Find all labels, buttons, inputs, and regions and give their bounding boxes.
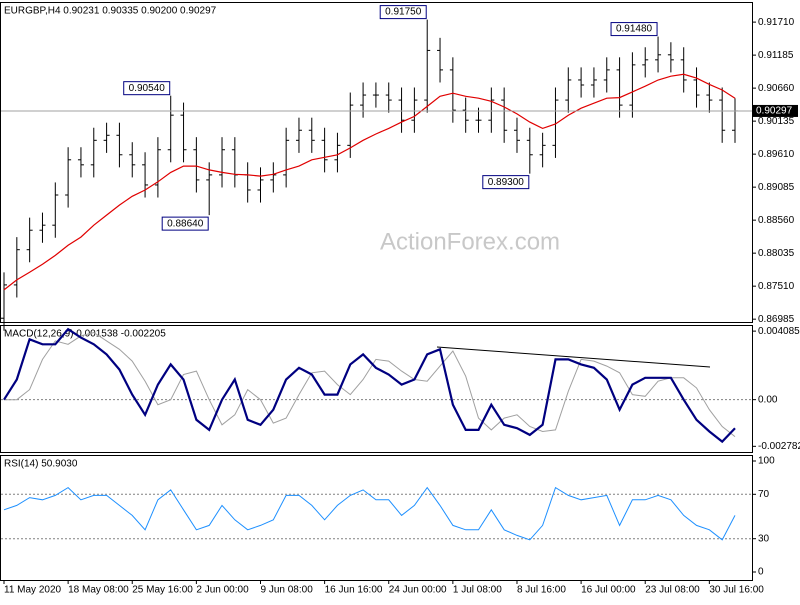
- x-tick-label: 8 Jul 16:00: [517, 585, 566, 596]
- panel-header: MACD(12,26,9) 0.001538 -0.002205: [4, 329, 166, 340]
- y-tick-label: 100: [758, 456, 775, 467]
- x-tick-label: 25 May 16:00: [132, 585, 193, 596]
- y-tick-label: 0: [758, 567, 764, 578]
- y-tick-label: 30: [758, 533, 770, 544]
- indicator-line: [3, 486, 736, 541]
- y-tick-label: 0.91710: [758, 17, 795, 28]
- y-tick-label: 0.88560: [758, 215, 795, 226]
- x-tick-label: 16 Jul 00:00: [581, 585, 636, 596]
- x-tick-label: 30 Jul 16:00: [709, 585, 764, 596]
- annotation-box: [379, 5, 427, 20]
- y-tick-label: 0.00: [758, 394, 778, 405]
- y-tick-label: 0.87510: [758, 281, 795, 292]
- y-tick-label: 0.89085: [758, 182, 795, 193]
- annotation-label: 0.88640: [167, 218, 204, 229]
- indicator-line: [3, 327, 736, 444]
- indicator-line: [3, 73, 736, 291]
- indicator-line: [4, 331, 736, 437]
- panel-frame: [0, 455, 753, 581]
- annotation-box: [482, 175, 530, 190]
- annotation-box: [161, 216, 209, 231]
- panel-frame: [0, 2, 753, 323]
- x-tick-label: 24 Jun 00:00: [389, 585, 447, 596]
- annotation-label: 0.89300: [488, 177, 525, 188]
- annotation-box: [123, 81, 171, 96]
- y-tick-label: 0.91185: [758, 50, 794, 61]
- annotation-label: 0.91750: [385, 7, 422, 18]
- x-tick-label: 18 May 08:00: [68, 585, 129, 596]
- y-tick-label: 0.90660: [758, 83, 795, 94]
- x-tick-label: 23 Jul 08:00: [645, 585, 700, 596]
- panel-header: RSI(14) 50.9030: [4, 459, 78, 470]
- y-tick-label: 0.88035: [758, 248, 795, 259]
- last-price-box: [752, 104, 798, 117]
- x-tick-label: 9 Jun 08:00: [260, 585, 313, 596]
- y-tick-label: -0.002782: [758, 441, 800, 452]
- watermark: ActionForex.com: [380, 228, 560, 255]
- y-tick-label: 0.90135: [758, 116, 795, 127]
- last-price-label: 0.90297: [756, 106, 793, 117]
- panel-header: EURGBP,H4 0.90231 0.90335 0.90200 0.9029…: [4, 6, 217, 17]
- x-tick-label: 11 May 2020: [4, 585, 62, 596]
- y-tick-label: 0.004085: [758, 326, 800, 337]
- annotation-label: 0.91480: [616, 24, 653, 35]
- x-tick-label: 2 Jun 00:00: [196, 585, 249, 596]
- panel-frame: [0, 325, 753, 453]
- y-tick-label: 70: [758, 489, 770, 500]
- trend-line: [436, 346, 711, 368]
- x-tick-label: 16 Jun 16:00: [325, 585, 383, 596]
- x-tick-label: 1 Jul 08:00: [453, 585, 502, 596]
- annotation-label: 0.90540: [129, 83, 166, 94]
- y-tick-label: 0.86985: [758, 314, 795, 325]
- y-tick-label: 0.89610: [758, 149, 795, 160]
- annotation-box: [610, 22, 658, 37]
